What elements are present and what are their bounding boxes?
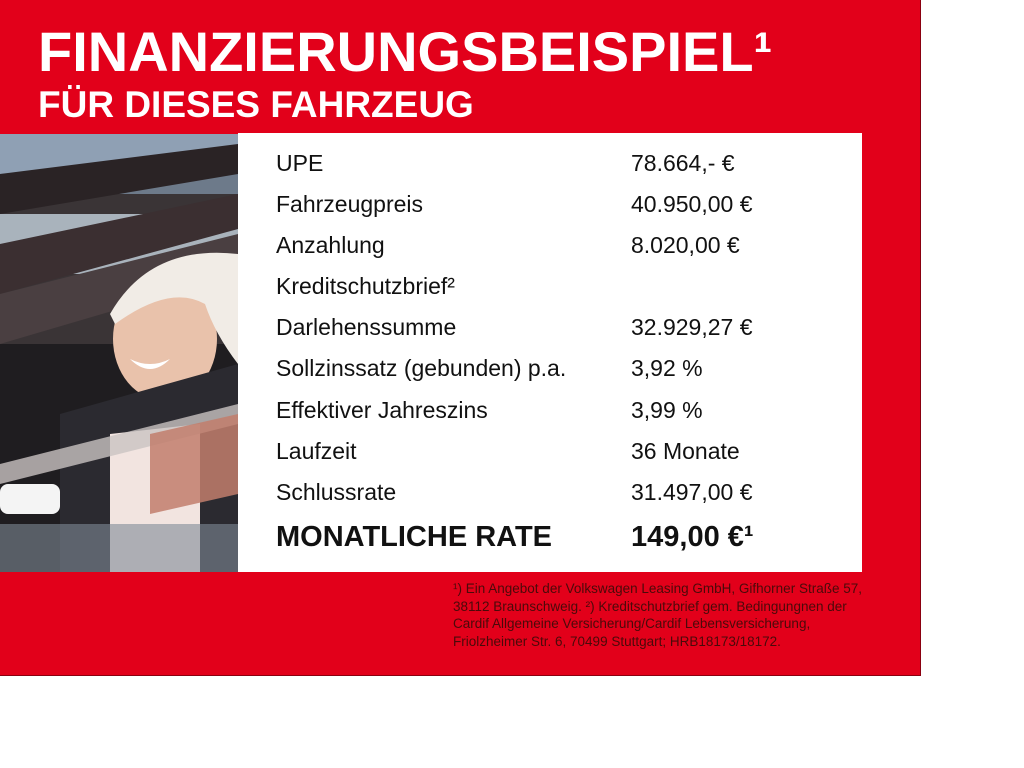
row-label: UPE xyxy=(276,150,324,176)
table-row: Schlussrate 31.497,00 € xyxy=(276,472,856,512)
row-value: 36 Monate xyxy=(631,438,740,464)
row-label: Kreditschutzbrief² xyxy=(276,273,455,299)
row-value: 8.020,00 € xyxy=(631,232,740,258)
table-row: Anzahlung 8.020,00 € xyxy=(276,225,856,265)
row-value: 3,92 % xyxy=(631,355,703,381)
table-row: Darlehenssumme 32.929,27 € xyxy=(276,307,856,347)
monthly-rate-row: MONATLICHE RATE 149,00 €¹ xyxy=(276,517,856,557)
row-value: 3,99 % xyxy=(631,397,703,423)
row-label: Schlussrate xyxy=(276,479,397,505)
banner-subtitle: FÜR DIESES FAHRZEUG xyxy=(38,84,474,125)
table-row: Sollzinssatz (gebunden) p.a. 3,92 % xyxy=(276,348,856,388)
banner-title: FINANZIERUNGSBEISPIEL¹ xyxy=(38,20,773,83)
row-label: Anzahlung xyxy=(276,232,385,258)
row-value: 32.929,27 € xyxy=(631,314,753,340)
row-label: Laufzeit xyxy=(276,438,357,464)
row-value: 40.950,00 € xyxy=(631,191,753,217)
row-value: 31.497,00 € xyxy=(631,479,753,505)
footnote: ¹) Ein Angebot der Volkswagen Leasing Gm… xyxy=(453,581,862,649)
row-label: Effektiver Jahreszins xyxy=(276,397,488,423)
monthly-rate-value: 149,00 €¹ xyxy=(631,521,754,553)
row-value: 78.664,- € xyxy=(631,150,735,176)
table-row: Kreditschutzbrief² xyxy=(276,266,856,306)
table-row: Fahrzeugpreis 40.950,00 € xyxy=(276,184,856,224)
financing-table: UPE 78.664,- € Fahrzeugpreis 40.950,00 € A… xyxy=(238,133,862,572)
table-row: Laufzeit 36 Monate xyxy=(276,431,856,471)
table-row: Effektiver Jahreszins 3,99 % xyxy=(276,390,856,430)
monthly-rate-label: MONATLICHE RATE xyxy=(276,521,553,553)
table-row: UPE 78.664,- € xyxy=(276,143,856,183)
row-label: Sollzinssatz (gebunden) p.a. xyxy=(276,355,567,381)
row-label: Darlehenssumme xyxy=(276,314,457,340)
financing-banner: FINANZIERUNGSBEISPIEL¹ FÜR DIESES FAHRZE… xyxy=(0,0,921,676)
woman-in-car-photo xyxy=(0,134,238,572)
row-label: Fahrzeugpreis xyxy=(276,191,424,217)
